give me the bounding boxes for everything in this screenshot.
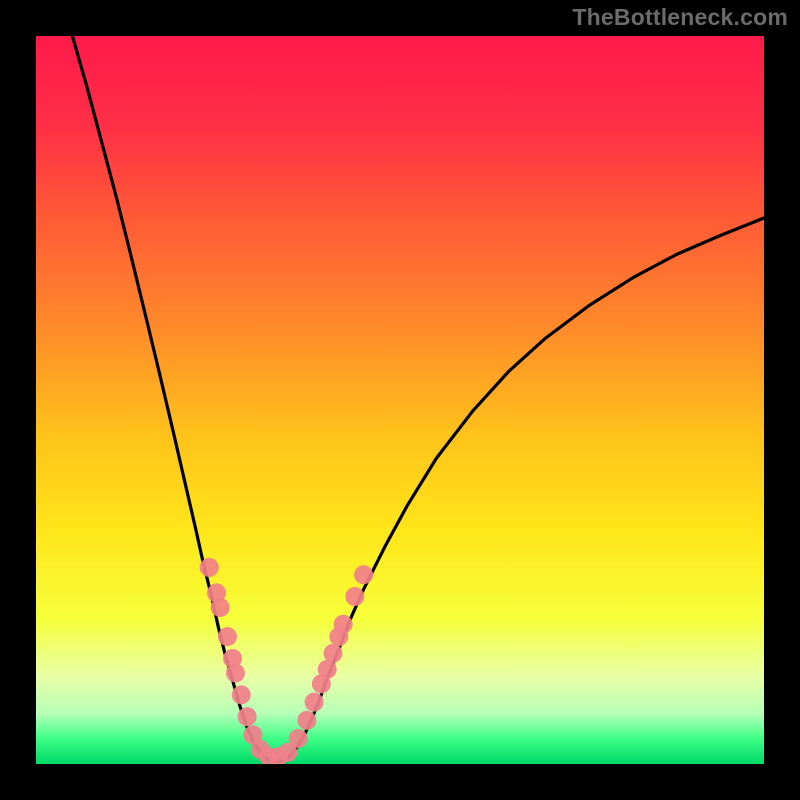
marker-dot <box>354 565 373 584</box>
marker-dot <box>238 707 257 726</box>
marker-dot <box>200 558 219 577</box>
marker-dot <box>324 644 343 663</box>
marker-group <box>200 558 373 764</box>
marker-dot <box>232 685 251 704</box>
bottleneck-curve <box>72 36 764 762</box>
marker-dot <box>226 664 245 683</box>
chart-svg <box>36 36 764 764</box>
marker-dot <box>305 693 324 712</box>
marker-dot <box>211 598 230 617</box>
marker-dot <box>218 627 237 646</box>
watermark-text: TheBottleneck.com <box>572 4 788 31</box>
marker-dot <box>297 711 316 730</box>
marker-dot <box>289 729 308 748</box>
marker-dot <box>334 615 353 634</box>
marker-dot <box>345 587 364 606</box>
plot-area <box>36 36 764 764</box>
